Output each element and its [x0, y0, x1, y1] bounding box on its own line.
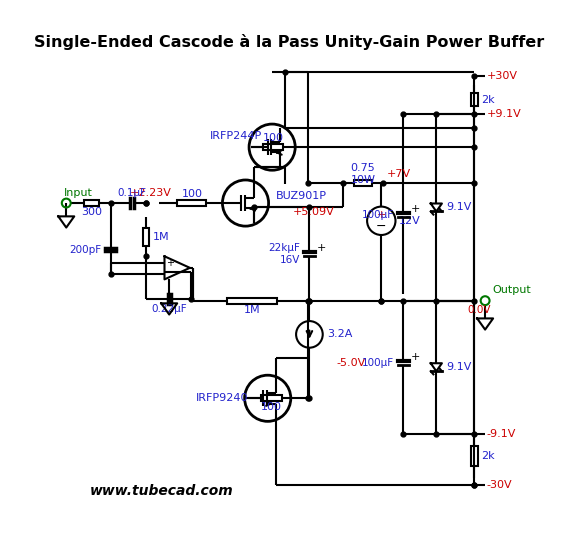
Text: 22kμF
16V: 22kμF 16V	[268, 243, 300, 265]
Text: 100: 100	[261, 402, 282, 412]
Text: Output: Output	[492, 285, 531, 295]
Text: IRFP9240: IRFP9240	[196, 393, 249, 403]
Text: www.tubecad.com: www.tubecad.com	[90, 484, 234, 498]
Text: -9.1V: -9.1V	[487, 429, 516, 439]
Text: 100: 100	[262, 133, 284, 143]
Bar	[227, 297, 277, 304]
Text: 100μF: 100μF	[362, 210, 394, 220]
Text: 300: 300	[81, 207, 102, 217]
Text: 1M: 1M	[153, 232, 170, 242]
Bar	[261, 395, 282, 401]
Text: 0.75
10W: 0.75 10W	[351, 163, 376, 184]
Text: 200pF: 200pF	[69, 245, 101, 255]
Text: -30V: -30V	[487, 480, 513, 490]
Text: 0.22μF: 0.22μF	[152, 304, 187, 313]
Text: +: +	[317, 243, 327, 253]
Text: Single-Ended Cascode à la Pass Unity-Gain Power Buffer: Single-Ended Cascode à la Pass Unity-Gai…	[34, 34, 544, 50]
Text: 2k: 2k	[481, 451, 495, 461]
Text: 2k: 2k	[481, 95, 495, 104]
Text: +2.23V: +2.23V	[129, 188, 172, 198]
Text: +7V: +7V	[387, 169, 411, 179]
Text: +: +	[411, 352, 420, 361]
Text: +9.1V: +9.1V	[487, 109, 521, 119]
Bar	[143, 228, 149, 246]
Text: 100: 100	[181, 189, 202, 199]
Bar	[263, 144, 283, 150]
Text: +5.09V: +5.09V	[292, 207, 334, 217]
Text: +: +	[165, 258, 173, 268]
Text: −: −	[376, 220, 387, 233]
Text: +30V: +30V	[487, 71, 518, 81]
Text: 0.0V: 0.0V	[467, 304, 491, 314]
Text: Input: Input	[64, 188, 92, 198]
Text: +: +	[411, 204, 420, 214]
Bar	[472, 446, 477, 466]
Text: −: −	[165, 268, 173, 278]
Text: 9.1V: 9.1V	[446, 203, 472, 213]
Text: 0.1μF: 0.1μF	[117, 188, 146, 198]
Text: -5.0V: -5.0V	[336, 358, 365, 368]
Bar	[472, 93, 477, 106]
Text: 3.2A: 3.2A	[327, 329, 353, 340]
Text: BUZ901P: BUZ901P	[276, 191, 327, 201]
Text: 12V: 12V	[399, 216, 421, 226]
Bar	[177, 200, 206, 206]
Bar	[354, 180, 372, 185]
Text: +: +	[377, 210, 386, 220]
Text: 100μF: 100μF	[362, 358, 394, 368]
Text: 1M: 1M	[244, 304, 261, 314]
Text: 9.1V: 9.1V	[446, 362, 472, 372]
Text: IRFP244P: IRFP244P	[210, 132, 262, 141]
Bar	[84, 200, 99, 206]
